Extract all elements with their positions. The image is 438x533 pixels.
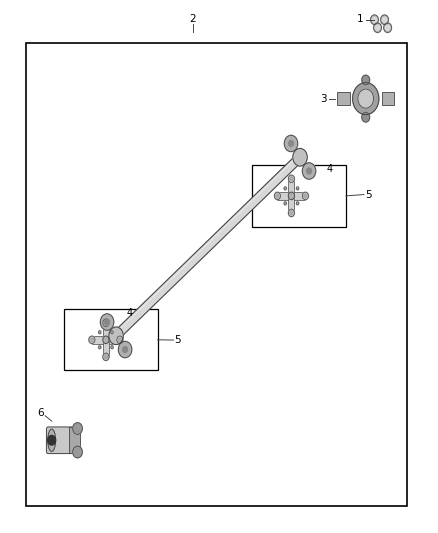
Circle shape — [362, 112, 370, 122]
Circle shape — [302, 192, 308, 200]
Polygon shape — [113, 154, 303, 340]
Circle shape — [276, 194, 279, 198]
Circle shape — [117, 336, 123, 344]
Circle shape — [111, 346, 113, 349]
Circle shape — [91, 338, 93, 342]
Circle shape — [304, 194, 307, 198]
Circle shape — [362, 75, 370, 85]
Circle shape — [103, 319, 109, 327]
Circle shape — [109, 327, 124, 344]
Text: 5: 5 — [365, 190, 371, 199]
Circle shape — [290, 211, 293, 215]
Circle shape — [274, 192, 280, 200]
Circle shape — [375, 25, 380, 30]
Circle shape — [302, 163, 316, 179]
Bar — [92, 336, 120, 344]
Circle shape — [111, 331, 113, 334]
Circle shape — [103, 336, 109, 344]
Circle shape — [105, 355, 107, 359]
Bar — [252, 165, 346, 227]
Text: 4: 4 — [326, 165, 332, 174]
Circle shape — [288, 175, 294, 183]
Circle shape — [284, 202, 286, 205]
Text: 2: 2 — [189, 14, 196, 23]
Circle shape — [288, 192, 294, 200]
Circle shape — [382, 17, 387, 22]
Bar — [382, 92, 394, 105]
Circle shape — [48, 435, 56, 445]
Circle shape — [105, 321, 107, 325]
Circle shape — [307, 168, 311, 174]
Circle shape — [123, 346, 127, 352]
Circle shape — [353, 83, 379, 115]
Bar — [26, 43, 407, 506]
Circle shape — [293, 148, 307, 166]
Circle shape — [100, 314, 114, 330]
Circle shape — [374, 23, 381, 33]
Circle shape — [73, 423, 82, 434]
Bar — [69, 427, 80, 453]
Circle shape — [296, 187, 299, 190]
Text: 6: 6 — [37, 408, 44, 418]
Circle shape — [385, 25, 390, 30]
Text: 5: 5 — [174, 335, 181, 345]
Circle shape — [288, 209, 294, 217]
Circle shape — [296, 202, 299, 205]
Circle shape — [89, 336, 95, 344]
Circle shape — [103, 353, 109, 361]
Circle shape — [381, 15, 389, 25]
Circle shape — [73, 446, 82, 458]
Circle shape — [290, 177, 293, 181]
Bar — [277, 192, 305, 200]
Circle shape — [284, 135, 298, 152]
Text: 3: 3 — [320, 94, 326, 103]
Bar — [288, 179, 294, 213]
FancyBboxPatch shape — [46, 427, 74, 454]
Text: 1: 1 — [357, 14, 364, 23]
Circle shape — [99, 331, 101, 334]
Circle shape — [119, 338, 121, 342]
Bar — [103, 322, 109, 357]
Circle shape — [118, 341, 132, 358]
Circle shape — [99, 346, 101, 349]
Circle shape — [372, 17, 377, 22]
Circle shape — [384, 23, 392, 33]
Ellipse shape — [48, 429, 56, 451]
Bar — [337, 92, 350, 105]
Circle shape — [105, 319, 110, 325]
Text: 4: 4 — [127, 308, 133, 318]
Circle shape — [358, 89, 374, 108]
Circle shape — [371, 15, 378, 25]
Circle shape — [284, 187, 286, 190]
Bar — [64, 309, 158, 370]
Circle shape — [289, 141, 293, 147]
